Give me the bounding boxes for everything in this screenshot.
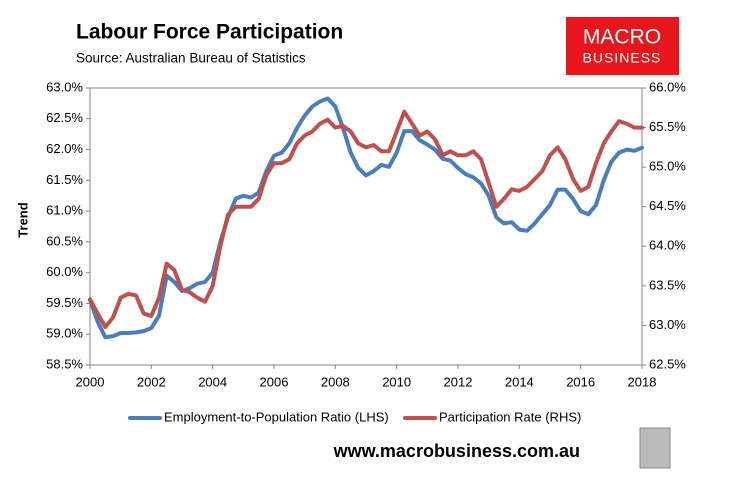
y2-tick-label: 66.0%	[649, 79, 686, 94]
y-tick-label: 62.5%	[46, 110, 83, 125]
x-tick-label: 2018	[628, 374, 657, 389]
footer: www.macrobusiness.com.au	[333, 441, 580, 461]
y-tick-label: 58.5%	[46, 356, 83, 371]
y-tick-label: 60.5%	[46, 233, 83, 248]
x-tick-label: 2000	[76, 374, 105, 389]
y2-tick-label: 63.5%	[649, 277, 686, 292]
y-tick-label: 61.0%	[46, 203, 83, 218]
plot-frame	[89, 87, 643, 366]
y-tick-label: 63.0%	[46, 79, 83, 94]
x-tick-label: 2008	[321, 374, 350, 389]
y2-tick-label: 64.0%	[649, 238, 686, 253]
x-tick-label: 2004	[198, 374, 227, 389]
y2-tick-label: 64.5%	[649, 198, 686, 213]
x-tick-label: 2006	[260, 374, 289, 389]
y2-tick-label: 65.0%	[649, 159, 686, 174]
y2-tick-label: 65.5%	[649, 119, 686, 134]
y-tick-label: 62.0%	[46, 141, 83, 156]
x-tick-label: 2010	[382, 374, 411, 389]
y-tick-label: 59.5%	[46, 295, 83, 310]
logo-box	[566, 17, 679, 75]
y2-tick-label: 63.0%	[649, 317, 686, 332]
series-line	[88, 109, 644, 329]
x-tick-label: 2012	[444, 374, 473, 389]
y-tick-label: 59.0%	[46, 326, 83, 341]
x-tick-label: 2002	[137, 374, 166, 389]
chart-subtitle: Source: Australian Bureau of Statistics	[76, 51, 306, 66]
x-tick-label: 2016	[566, 374, 595, 389]
x-tick-label: 2014	[505, 374, 534, 389]
y-tick-label: 61.5%	[46, 172, 83, 187]
series-line	[88, 96, 644, 340]
legend-label: Participation Rate (RHS)	[439, 409, 581, 424]
logo-text: BUSINESS	[583, 50, 662, 66]
chart-title: Labour Force Participation	[76, 21, 343, 44]
y-tick-label: 60.0%	[46, 264, 83, 279]
wolf-icon	[639, 427, 671, 469]
y-axis-label: Trend	[15, 202, 30, 237]
legend-label: Employment-to-Population Ratio (LHS)	[164, 409, 389, 424]
logo-text: MACRO	[583, 26, 661, 49]
y2-tick-label: 62.5%	[649, 356, 686, 371]
